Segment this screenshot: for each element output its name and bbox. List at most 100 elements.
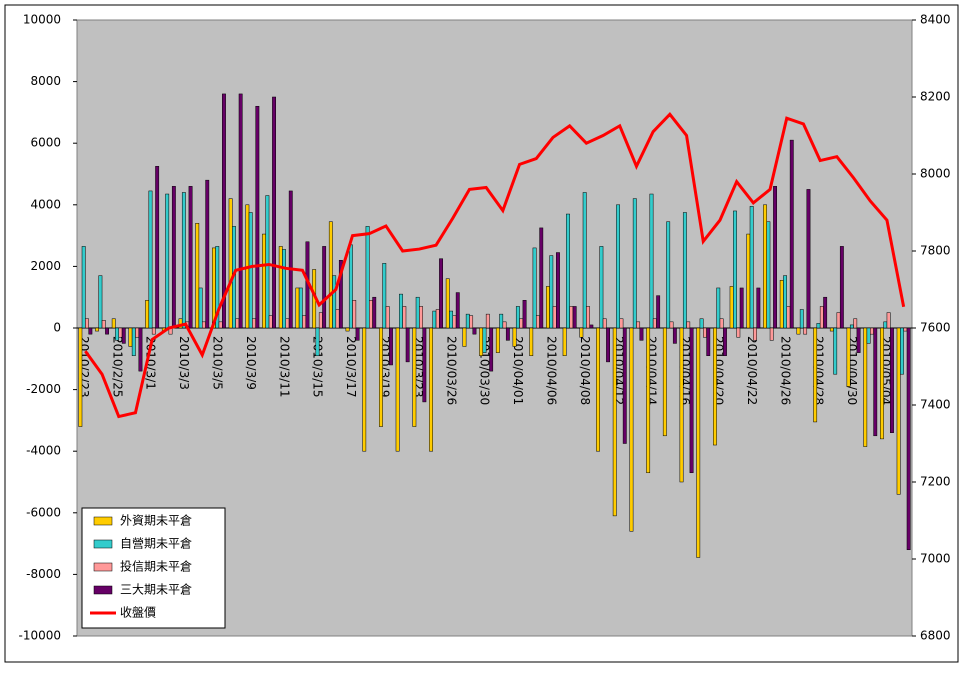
bar <box>98 275 103 329</box>
bar <box>652 318 657 329</box>
bar <box>873 327 878 437</box>
bar <box>572 306 577 329</box>
bar <box>101 320 106 329</box>
bar <box>763 204 767 329</box>
bar <box>352 300 357 329</box>
bar <box>672 327 677 344</box>
y2-tick-label: 7400 <box>920 398 951 412</box>
legend-label: 投信期未平倉 <box>120 559 192 574</box>
bar <box>649 193 654 329</box>
x-tick-label: 2010/3/11 <box>277 336 291 398</box>
bar <box>455 292 460 329</box>
legend-label: 外資期未平倉 <box>120 513 192 528</box>
bar <box>746 233 751 329</box>
bar <box>549 255 554 329</box>
bar <box>228 198 233 329</box>
legend-label: 三大期未平倉 <box>120 582 192 597</box>
x-tick-label: 2010/3/17 <box>344 336 358 398</box>
bar <box>579 327 584 338</box>
bar <box>522 300 527 329</box>
bar <box>719 318 724 329</box>
bar <box>656 295 661 329</box>
y-tick-label: 4000 <box>30 197 61 211</box>
x-tick-label: 2010/04/06 <box>544 336 558 405</box>
bar <box>218 321 223 329</box>
bar <box>729 286 734 329</box>
bar <box>412 327 417 427</box>
bar <box>536 315 540 329</box>
y-tick-label: -2000 <box>26 382 61 396</box>
bar <box>636 321 641 329</box>
bar <box>749 206 754 329</box>
bar <box>402 306 407 329</box>
bar <box>753 327 757 341</box>
bar <box>181 192 186 329</box>
bar <box>385 306 390 329</box>
bar <box>836 312 841 329</box>
bar <box>696 327 701 558</box>
bar <box>646 327 651 474</box>
bar <box>452 315 457 329</box>
bar <box>706 327 711 356</box>
y-tick-label: -10000 <box>18 629 61 643</box>
bar <box>703 327 707 338</box>
bar <box>439 258 443 329</box>
bar <box>870 327 874 335</box>
bar <box>512 327 517 347</box>
x-tick-label: 2010/03/26 <box>444 336 458 405</box>
bar <box>465 313 470 329</box>
bar <box>415 296 420 329</box>
bar <box>95 327 99 332</box>
bar <box>198 287 203 329</box>
bar <box>205 179 210 329</box>
bar <box>853 318 858 329</box>
bar <box>606 327 610 363</box>
bar <box>252 318 256 329</box>
bar <box>886 312 891 329</box>
bar <box>272 96 276 329</box>
bar <box>796 327 801 335</box>
bar <box>115 327 120 341</box>
y-tick-label: -6000 <box>26 505 61 519</box>
bar <box>619 318 624 329</box>
bar <box>248 212 253 329</box>
bar <box>866 327 871 344</box>
bar <box>128 327 133 347</box>
legend-swatch <box>93 585 113 595</box>
bar <box>502 321 507 329</box>
bar <box>616 204 620 329</box>
bar <box>138 327 143 372</box>
y2-tick-label: 7000 <box>920 552 951 566</box>
bar <box>505 327 510 341</box>
bar <box>699 318 704 329</box>
bar <box>632 198 637 329</box>
x-tick-label: 2010/3/3 <box>177 336 191 390</box>
bar <box>111 318 116 329</box>
y-tick-label: 2000 <box>30 259 61 273</box>
bar <box>482 327 487 353</box>
x-tick-label: 2010/04/08 <box>578 336 592 405</box>
bar <box>345 327 350 332</box>
bar <box>322 246 327 329</box>
bar <box>188 186 193 329</box>
bar <box>298 287 303 329</box>
bar <box>819 306 824 329</box>
bar <box>238 93 243 329</box>
bar <box>799 309 804 329</box>
bar <box>839 246 844 329</box>
bar <box>562 327 567 356</box>
bar <box>863 327 868 447</box>
bar <box>295 287 300 329</box>
bar <box>405 327 410 363</box>
bar <box>756 287 761 329</box>
x-tick-label: 2010/04/01 <box>511 336 525 405</box>
bar <box>429 327 433 452</box>
y-tick-label: 8000 <box>30 74 61 88</box>
bar <box>278 246 283 329</box>
y2-tick-label: 8400 <box>920 13 951 27</box>
bar <box>145 300 150 329</box>
bar <box>262 233 266 329</box>
bar <box>612 327 617 517</box>
bar <box>666 221 671 329</box>
bar <box>552 306 557 329</box>
